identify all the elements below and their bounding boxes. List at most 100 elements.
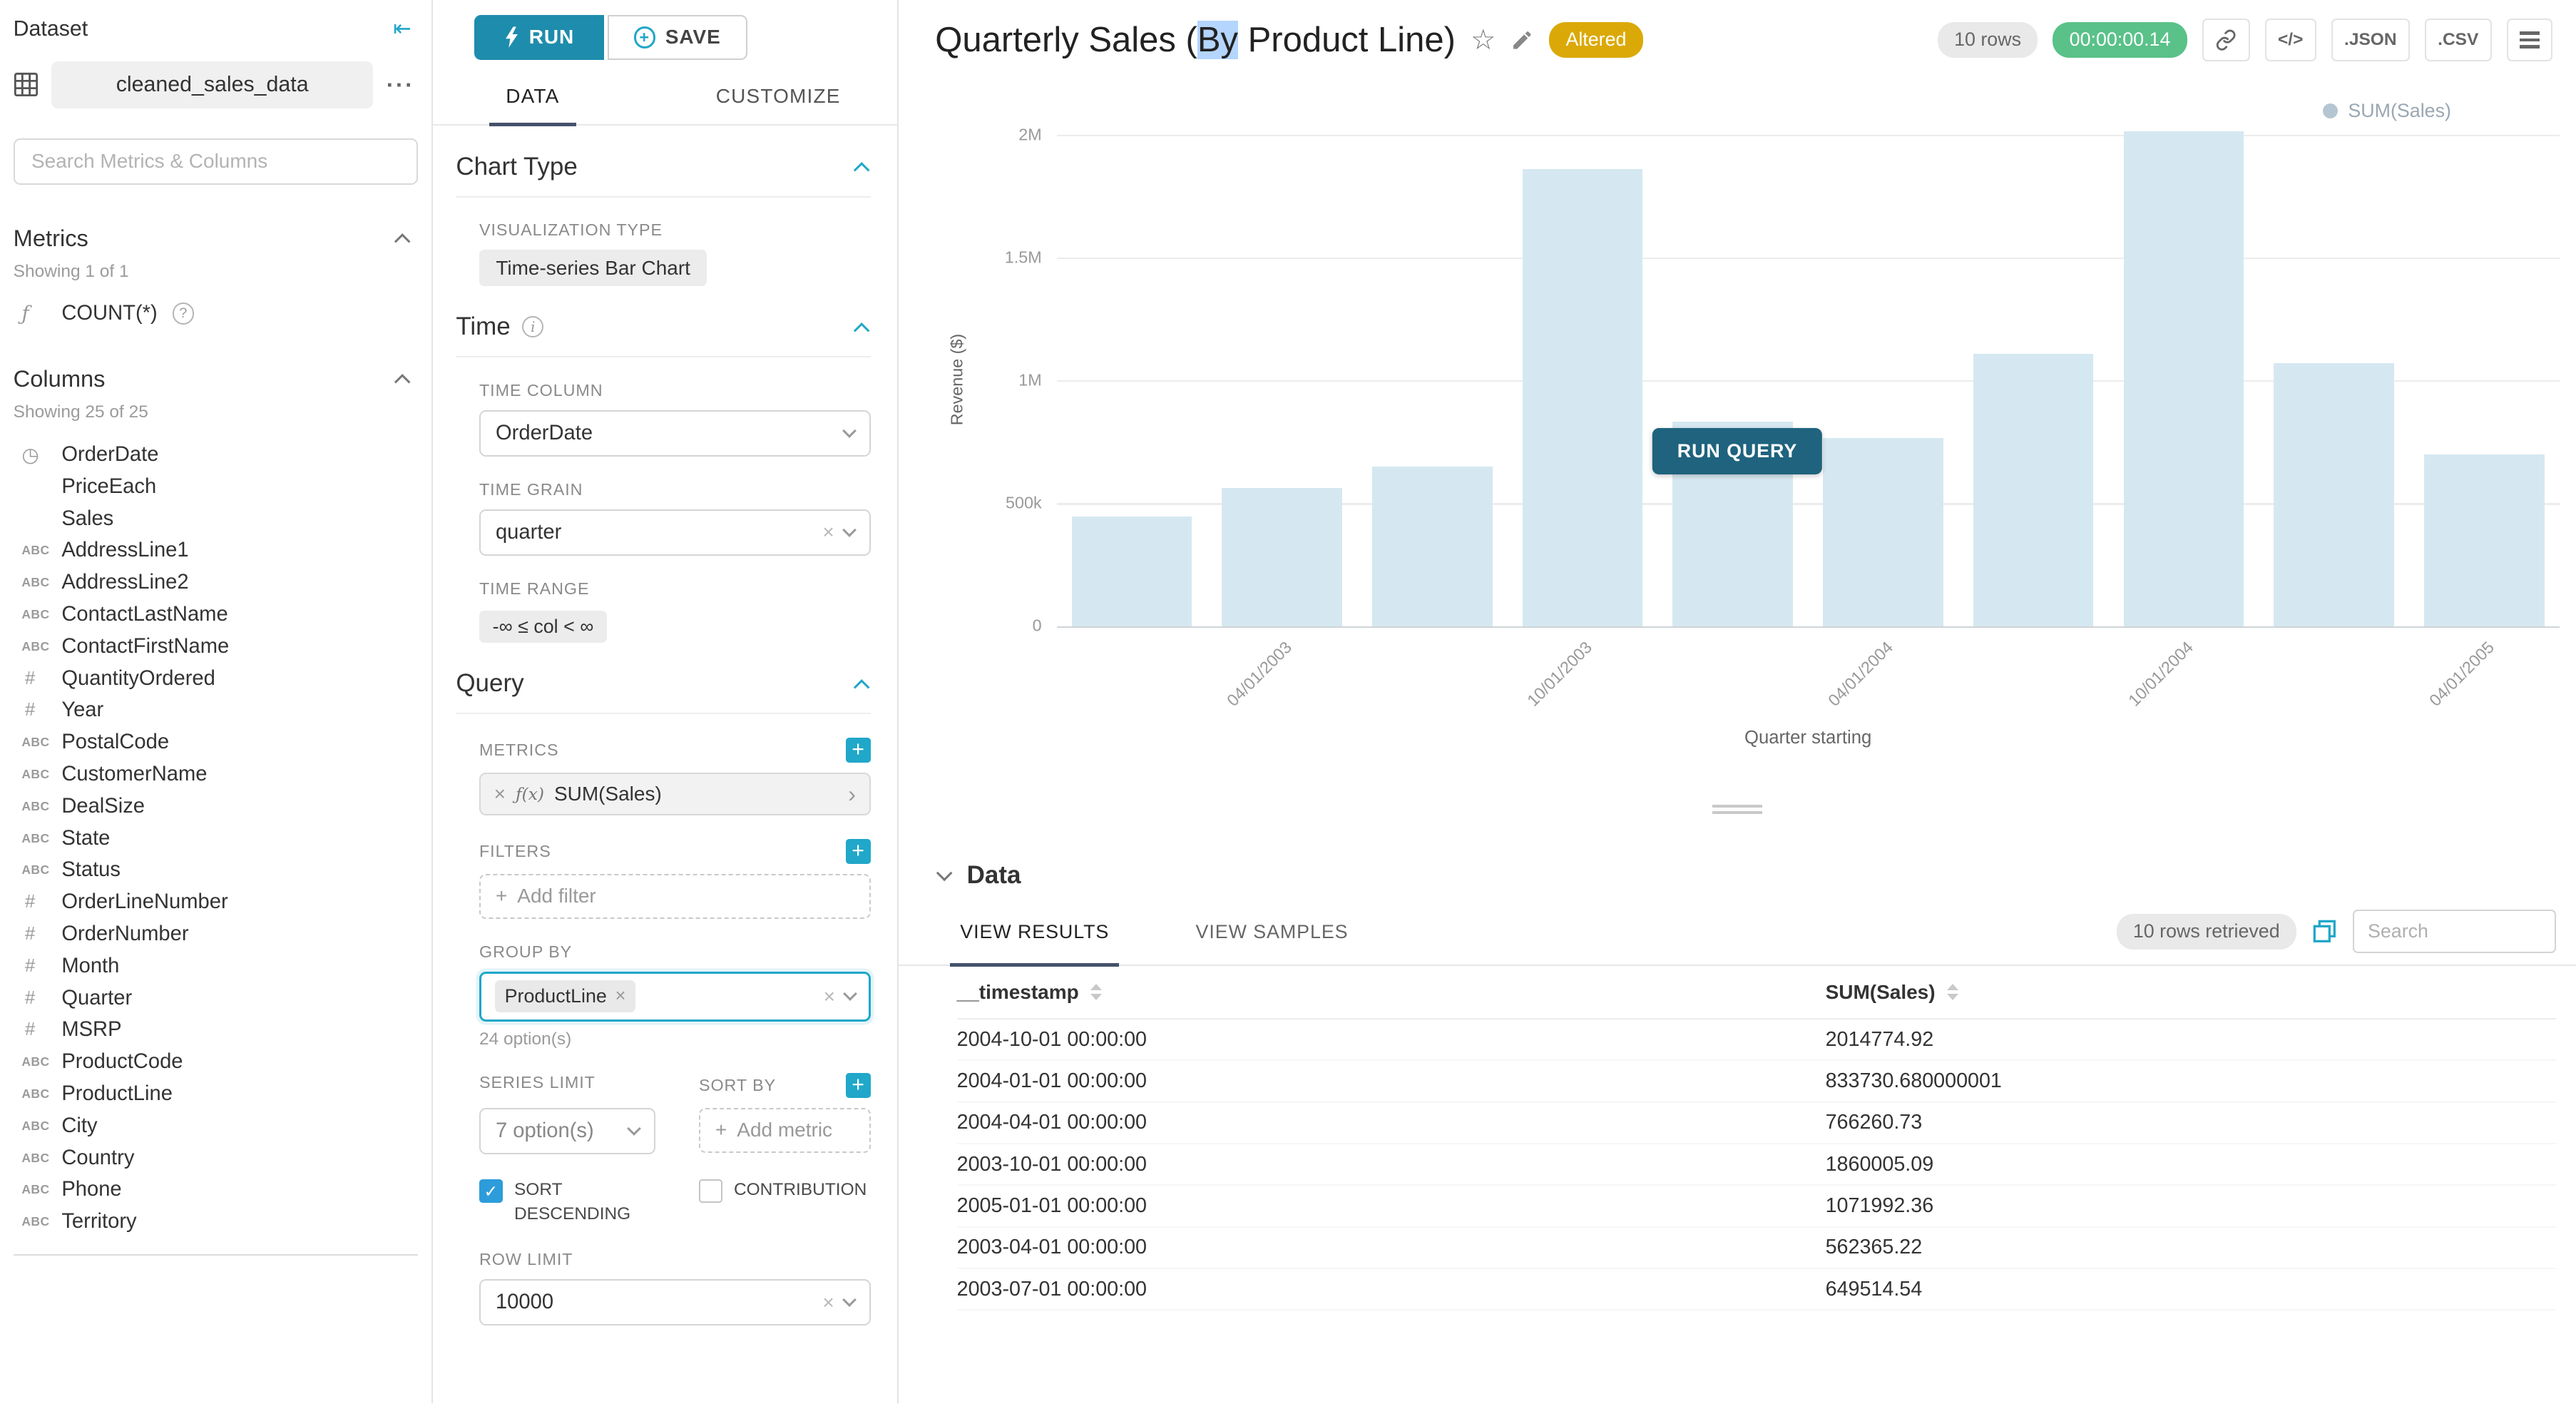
- column-item[interactable]: ABC DealSize: [0, 790, 431, 823]
- column-header-timestamp[interactable]: __timestamp: [957, 981, 1826, 1004]
- time-range-tag[interactable]: -∞ ≤ col < ∞: [479, 610, 607, 643]
- run-button[interactable]: RUN: [474, 14, 604, 60]
- column-name: Quarter: [61, 986, 133, 1009]
- chart-title[interactable]: Quarterly Sales (By Product Line): [935, 20, 1456, 59]
- tab-customize[interactable]: CUSTOMIZE: [715, 84, 841, 107]
- favorite-star-icon[interactable]: ☆: [1470, 24, 1496, 56]
- column-type-icon: ABC: [21, 1182, 50, 1197]
- checkmark-icon: ✓: [484, 1182, 499, 1201]
- remove-icon[interactable]: ×: [615, 986, 626, 1007]
- column-item[interactable]: Sales: [0, 503, 431, 535]
- metric-item[interactable]: ƒ COUNT(*) ?: [21, 302, 418, 325]
- add-filter-dropzone[interactable]: + Add filter: [479, 873, 871, 919]
- search-metrics-input[interactable]: [13, 138, 418, 185]
- chart-type-section-header[interactable]: Chart Type: [456, 126, 871, 198]
- tab-data[interactable]: DATA: [489, 75, 577, 126]
- collapse-panel-icon[interactable]: ⇤: [393, 17, 412, 41]
- add-metric-button[interactable]: +: [845, 737, 871, 763]
- export-json-button[interactable]: .JSON: [2331, 18, 2410, 62]
- copy-icon[interactable]: [2313, 920, 2336, 943]
- column-item[interactable]: ◷ OrderDate: [0, 439, 431, 471]
- column-item[interactable]: # Quarter: [0, 982, 431, 1014]
- column-item[interactable]: ABC Phone: [0, 1174, 431, 1206]
- column-item[interactable]: # OrderNumber: [0, 918, 431, 950]
- column-item[interactable]: # OrderLineNumber: [0, 886, 431, 918]
- table-row: 2004-10-01 00:00:00 2014774.92: [956, 1019, 2556, 1062]
- clear-icon[interactable]: ×: [823, 985, 836, 1007]
- metric-pill[interactable]: × ƒ(x) SUM(Sales) ›: [479, 772, 871, 816]
- column-item[interactable]: # MSRP: [0, 1014, 431, 1047]
- column-header-sum-sales[interactable]: SUM(Sales): [1826, 981, 2556, 1004]
- edit-icon[interactable]: [1511, 29, 1534, 52]
- run-query-button[interactable]: RUN QUERY: [1652, 427, 1823, 474]
- help-icon[interactable]: ?: [172, 302, 195, 325]
- legend-item[interactable]: SUM(Sales): [2323, 100, 2451, 122]
- share-link-button[interactable]: [2202, 18, 2250, 62]
- time-grain-select[interactable]: quarter ×: [479, 509, 871, 556]
- column-item[interactable]: ABC Territory: [0, 1206, 431, 1238]
- columns-section-header[interactable]: Columns: [14, 365, 411, 392]
- column-item[interactable]: # Year: [0, 695, 431, 727]
- data-panel: Data VIEW RESULTS VIEW SAMPLES 10 rows r…: [898, 818, 2576, 1403]
- viz-type-tag[interactable]: Time-series Bar Chart: [479, 250, 707, 286]
- time-column-select[interactable]: OrderDate: [479, 410, 871, 457]
- column-item[interactable]: ABC Country: [0, 1142, 431, 1174]
- column-item[interactable]: ABC AddressLine1: [0, 535, 431, 567]
- add-sort-metric-button[interactable]: +: [845, 1072, 871, 1098]
- metric-pill-label: SUM(Sales): [553, 783, 662, 805]
- dataset-table-icon: [14, 72, 39, 97]
- sort-icon: [1946, 984, 1958, 1000]
- clear-icon[interactable]: ×: [822, 1291, 834, 1313]
- menu-button[interactable]: [2506, 18, 2553, 62]
- contribution-checkbox[interactable]: [698, 1179, 722, 1203]
- tab-view-results[interactable]: VIEW RESULTS: [950, 921, 1119, 967]
- row-limit-select[interactable]: 10000 ×: [479, 1279, 871, 1326]
- data-section-header[interactable]: Data: [899, 818, 2576, 910]
- y-tick-label: 500k: [1006, 493, 1042, 512]
- contribution-option[interactable]: CONTRIBUTION: [698, 1178, 871, 1227]
- time-section-header[interactable]: Time i: [456, 286, 871, 358]
- column-item[interactable]: ABC CustomerName: [0, 758, 431, 790]
- export-csv-button[interactable]: .CSV: [2424, 18, 2492, 62]
- results-search-input[interactable]: [2353, 910, 2556, 954]
- column-item[interactable]: ABC PostalCode: [0, 726, 431, 758]
- add-sort-metric-dropzone[interactable]: + Add metric: [698, 1107, 871, 1153]
- column-type-icon: ABC: [21, 767, 50, 782]
- row-limit-label: ROW LIMIT: [479, 1250, 573, 1269]
- column-item[interactable]: ABC ContactFirstName: [0, 631, 431, 663]
- chevron-down-icon: [843, 987, 857, 1001]
- clear-icon[interactable]: ×: [822, 521, 834, 544]
- column-type-icon: #: [24, 700, 36, 721]
- column-item[interactable]: # Month: [0, 950, 431, 982]
- column-name: Month: [61, 954, 120, 977]
- dataset-name[interactable]: cleaned_sales_data: [51, 61, 374, 108]
- dataset-options-icon[interactable]: ···: [386, 71, 415, 98]
- columns-count: Showing 25 of 25: [13, 402, 148, 422]
- column-item[interactable]: ABC State: [0, 823, 431, 855]
- column-item[interactable]: ABC ProductCode: [0, 1046, 431, 1078]
- column-item[interactable]: ABC ContactLastName: [0, 599, 431, 631]
- x-tick-label: 10/01/2004: [2125, 637, 2197, 710]
- save-button[interactable]: + SAVE: [607, 14, 747, 60]
- query-section-header[interactable]: Query: [456, 643, 871, 715]
- column-item[interactable]: ABC City: [0, 1110, 431, 1142]
- series-limit-select[interactable]: 7 option(s): [479, 1107, 656, 1155]
- column-item[interactable]: ABC AddressLine2: [0, 566, 431, 599]
- sort-descending-option[interactable]: ✓ SORT DESCENDING: [479, 1178, 655, 1227]
- group-by-value-tag[interactable]: ProductLine ×: [494, 980, 636, 1013]
- group-by-select[interactable]: ProductLine × ×: [479, 971, 871, 1022]
- remove-icon[interactable]: ×: [494, 783, 506, 805]
- resize-handle-icon[interactable]: [1712, 800, 1762, 818]
- tab-view-samples[interactable]: VIEW SAMPLES: [1195, 921, 1349, 943]
- sort-descending-checkbox[interactable]: ✓: [479, 1179, 503, 1203]
- cell-sum-sales: 562365.22: [1825, 1236, 1923, 1259]
- add-filter-button[interactable]: +: [845, 839, 871, 864]
- metrics-section-header[interactable]: Metrics: [14, 225, 411, 252]
- embed-code-button[interactable]: </>: [2264, 18, 2316, 62]
- results-table: __timestamp SUM(Sales) 2004-10-01 00:00:…: [956, 966, 2556, 1311]
- column-item[interactable]: ABC ProductLine: [0, 1078, 431, 1110]
- column-item[interactable]: PriceEach: [0, 471, 431, 503]
- plus-icon: +: [715, 1119, 727, 1141]
- column-item[interactable]: ABC Status: [0, 855, 431, 887]
- column-item[interactable]: # QuantityOrdered: [0, 663, 431, 695]
